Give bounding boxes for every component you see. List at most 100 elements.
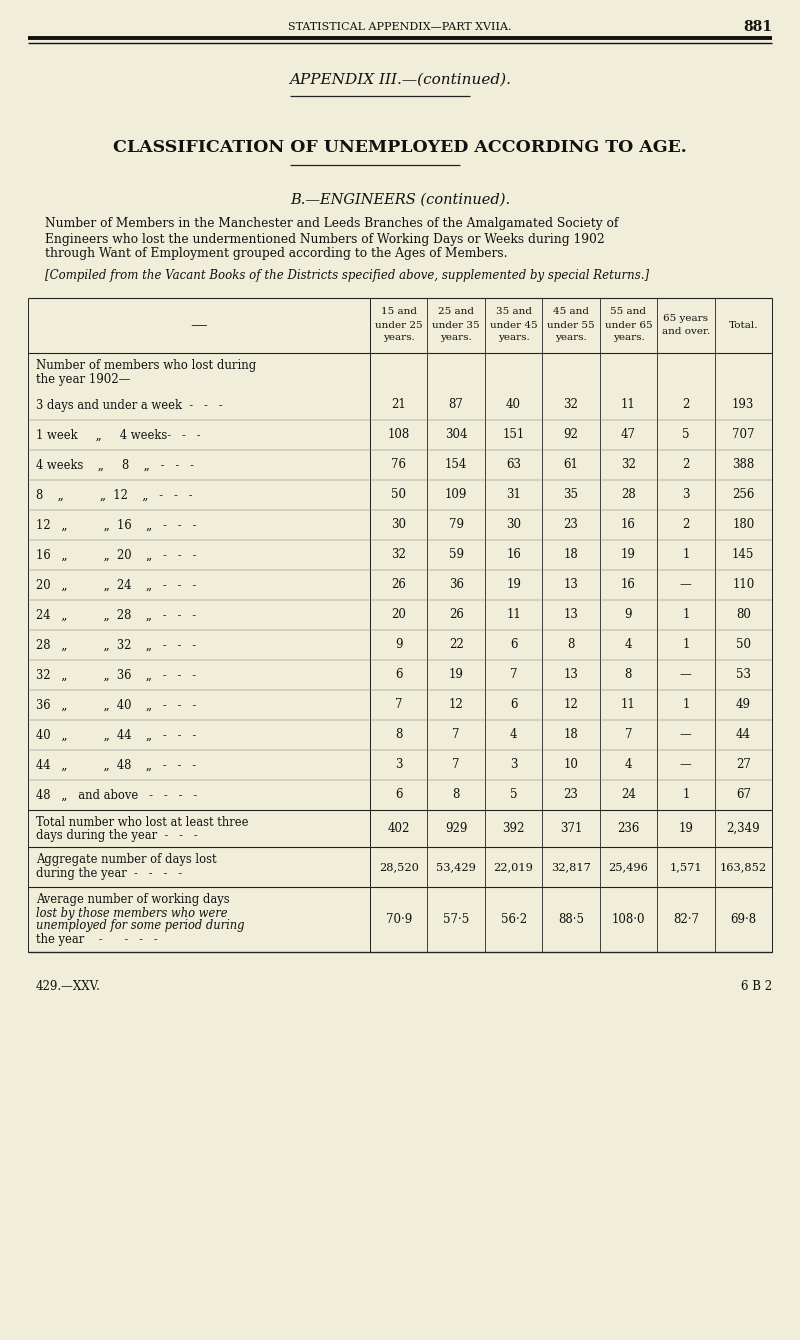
Text: 3 days and under a week  -   -   -: 3 days and under a week - - -	[36, 398, 222, 411]
Text: years.: years.	[498, 334, 530, 343]
Text: 44: 44	[736, 729, 750, 741]
Text: 4: 4	[625, 638, 632, 651]
Text: 70·9: 70·9	[386, 913, 412, 926]
Text: 16: 16	[506, 548, 521, 561]
Text: under 55: under 55	[547, 320, 595, 330]
Text: 163,852: 163,852	[720, 862, 767, 872]
Text: 2: 2	[682, 519, 690, 532]
Text: 56·2: 56·2	[501, 913, 526, 926]
Text: 50: 50	[736, 638, 750, 651]
Text: 151: 151	[502, 429, 525, 441]
Text: 6: 6	[510, 638, 518, 651]
Text: 2: 2	[682, 398, 690, 411]
Text: 11: 11	[621, 398, 636, 411]
Text: and over.: and over.	[662, 327, 710, 336]
Text: 8: 8	[395, 729, 402, 741]
Text: 63: 63	[506, 458, 521, 472]
Text: APPENDIX III.—(continued).: APPENDIX III.—(continued).	[289, 72, 511, 87]
Text: 57·5: 57·5	[443, 913, 470, 926]
Text: 32: 32	[621, 458, 636, 472]
Text: 30: 30	[391, 519, 406, 532]
Text: Number of members who lost during: Number of members who lost during	[36, 359, 256, 373]
Text: 13: 13	[563, 669, 578, 682]
Text: 3: 3	[682, 489, 690, 501]
Text: 76: 76	[391, 458, 406, 472]
Text: 22,019: 22,019	[494, 862, 534, 872]
Text: 236: 236	[618, 821, 640, 835]
Text: 13: 13	[563, 608, 578, 622]
Text: [Compiled from the Vacant Books of the Districts specified above, supplemented b: [Compiled from the Vacant Books of the D…	[45, 269, 649, 283]
Text: 19: 19	[506, 579, 521, 591]
Text: —: —	[680, 729, 692, 741]
Text: 26: 26	[449, 608, 463, 622]
Text: 20: 20	[391, 608, 406, 622]
Text: 23: 23	[563, 519, 578, 532]
Text: 32   „          „  36    „   -   -   -: 32 „ „ 36 „ - - -	[36, 669, 196, 682]
Text: 48   „   and above   -   -   -   -: 48 „ and above - - - -	[36, 788, 198, 801]
Text: under 65: under 65	[605, 320, 652, 330]
Text: 707: 707	[732, 429, 754, 441]
Text: 8: 8	[453, 788, 460, 801]
Text: 6: 6	[395, 669, 402, 682]
Text: 11: 11	[621, 698, 636, 712]
Text: through Want of Employment grouped according to the Ages of Members.: through Want of Employment grouped accor…	[45, 248, 507, 260]
Text: 193: 193	[732, 398, 754, 411]
Text: 40   „          „  44    „   -   -   -: 40 „ „ 44 „ - - -	[36, 729, 196, 741]
Text: unemployed for some period during: unemployed for some period during	[36, 919, 245, 933]
Text: 12: 12	[449, 698, 463, 712]
Text: years.: years.	[440, 334, 472, 343]
Text: 35: 35	[563, 489, 578, 501]
Text: years.: years.	[383, 334, 414, 343]
Text: 154: 154	[445, 458, 467, 472]
Text: under 25: under 25	[375, 320, 422, 330]
Text: 110: 110	[732, 579, 754, 591]
Text: 16: 16	[621, 519, 636, 532]
Text: years.: years.	[555, 334, 587, 343]
Text: under 45: under 45	[490, 320, 538, 330]
Text: 6: 6	[510, 698, 518, 712]
Text: 7: 7	[452, 758, 460, 772]
Text: the year 1902—: the year 1902—	[36, 373, 130, 386]
Text: 13: 13	[563, 579, 578, 591]
Text: Total number who lost at least three: Total number who lost at least three	[36, 816, 249, 828]
Text: 55 and: 55 and	[610, 307, 646, 316]
Text: 5: 5	[510, 788, 518, 801]
Text: 79: 79	[449, 519, 464, 532]
Text: 28   „          „  32    „   -   -   -: 28 „ „ 32 „ - - -	[36, 638, 196, 651]
Text: 69·8: 69·8	[730, 913, 756, 926]
Text: 36: 36	[449, 579, 464, 591]
Text: 50: 50	[391, 489, 406, 501]
Text: 32: 32	[563, 398, 578, 411]
Text: 15 and: 15 and	[381, 307, 417, 316]
Text: 7: 7	[452, 729, 460, 741]
Text: 40: 40	[506, 398, 521, 411]
Text: 92: 92	[563, 429, 578, 441]
Text: 4: 4	[510, 729, 518, 741]
Text: 25,496: 25,496	[609, 862, 648, 872]
Text: 49: 49	[736, 698, 750, 712]
Text: 53: 53	[736, 669, 750, 682]
Text: Average number of working days: Average number of working days	[36, 894, 230, 906]
Text: 87: 87	[449, 398, 463, 411]
Text: Engineers who lost the undermentioned Numbers of Working Days or Weeks during 19: Engineers who lost the undermentioned Nu…	[45, 233, 605, 245]
Text: years.: years.	[613, 334, 644, 343]
Text: 256: 256	[732, 489, 754, 501]
Text: 25 and: 25 and	[438, 307, 474, 316]
Text: CLASSIFICATION OF UNEMPLOYED ACCORDING TO AGE.: CLASSIFICATION OF UNEMPLOYED ACCORDING T…	[113, 139, 687, 157]
Text: 1,571: 1,571	[670, 862, 702, 872]
Text: 19: 19	[449, 669, 463, 682]
Text: 8: 8	[567, 638, 574, 651]
Text: 24   „          „  28    „   -   -   -: 24 „ „ 28 „ - - -	[36, 608, 196, 622]
Text: 35 and: 35 and	[495, 307, 531, 316]
Text: 9: 9	[625, 608, 632, 622]
Text: 10: 10	[563, 758, 578, 772]
Text: 47: 47	[621, 429, 636, 441]
Text: 59: 59	[449, 548, 464, 561]
Text: 1: 1	[682, 698, 690, 712]
Text: Aggregate number of days lost: Aggregate number of days lost	[36, 854, 217, 867]
Text: B.—ENGINEERS (continued).: B.—ENGINEERS (continued).	[290, 193, 510, 206]
Text: 19: 19	[678, 821, 694, 835]
Text: 6: 6	[395, 788, 402, 801]
Text: 392: 392	[502, 821, 525, 835]
Text: 108·0: 108·0	[612, 913, 645, 926]
